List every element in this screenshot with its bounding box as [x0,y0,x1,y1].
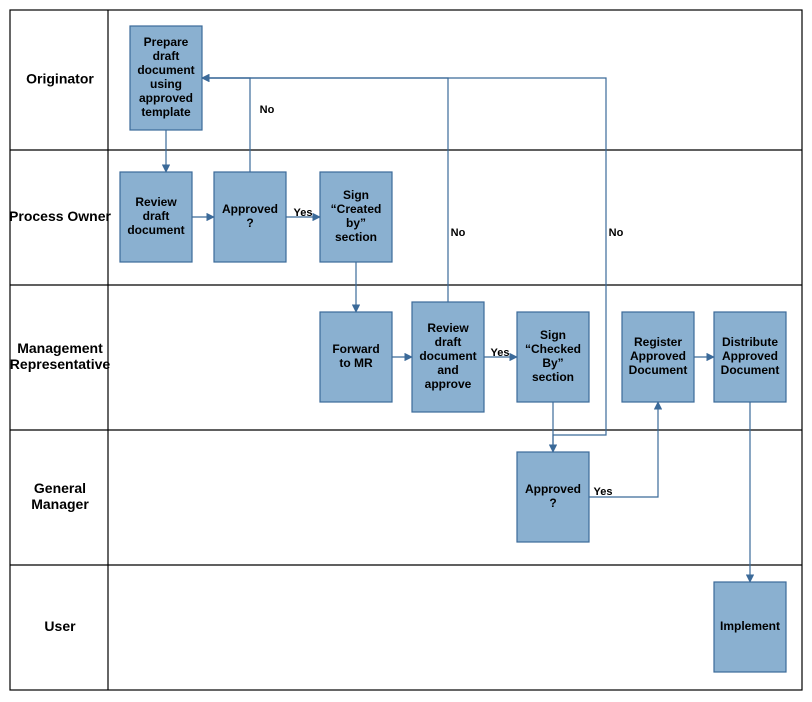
node-text-review1: Review [135,195,177,209]
node-text-prepare: document [137,63,194,77]
edge-e10 [589,402,658,497]
node-text-prepare: approved [139,91,193,105]
node-text-prepare: Prepare [144,35,189,49]
node-text-approved2: Approved [525,482,581,496]
node-text-forward: Forward [332,342,379,356]
lane-label-mgmt_rep: Representative [10,356,111,372]
edge-e4 [202,78,250,172]
node-text-prepare: draft [153,49,180,63]
edge-label-e10: Yes [594,486,613,498]
edge-label-e7: Yes [491,347,510,359]
node-text-review2: approve [425,377,472,391]
node-text-forward: to MR [339,356,373,370]
lane-label-process_owner: Process Owner [9,208,111,224]
node-text-distribute: Document [721,363,780,377]
node-text-sign1: section [335,230,377,244]
lane-label-gen_mgr: General [34,480,86,496]
node-text-sign1: “Created [331,202,382,216]
swimlane-diagram: Originator Process Owner ManagementReprese… [0,0,812,702]
node-text-review1: document [127,223,184,237]
node-text-review2: draft [435,335,462,349]
node-text-approved1: Approved [222,202,278,216]
node-text-sign2: section [532,370,574,384]
node-text-register: Approved [630,349,686,363]
node-text-register: Register [634,335,682,349]
lane-label-mgmt_rep: Management [17,340,103,356]
diagram-svg: Originator Process Owner ManagementReprese… [0,0,812,702]
node-text-sign2: By” [542,356,563,370]
lane-label-originator: Originator [26,71,94,87]
node-text-sign1: by” [346,216,366,230]
node-text-review2: document [419,349,476,363]
node-text-review2: Review [427,321,469,335]
node-text-approved2: ? [549,496,556,510]
node-text-distribute: Approved [722,349,778,363]
lane-label-user: User [44,618,76,634]
node-text-sign2: Sign [540,328,566,342]
nodes-group: Preparedraftdocumentusingapprovedtemplat… [120,26,786,672]
node-text-approved1: ? [246,216,253,230]
node-text-prepare: template [141,105,191,119]
node-text-sign1: Sign [343,188,369,202]
node-text-sign2: “Checked [525,342,581,356]
node-text-implement: Implement [720,619,780,633]
lane-label-gen_mgr: Manager [31,496,89,512]
edge-label-e11: No [609,227,624,239]
node-text-review1: draft [143,209,170,223]
node-text-distribute: Distribute [722,335,778,349]
node-text-register: Document [629,363,688,377]
edge-label-e8: No [451,227,466,239]
edge-label-e3: Yes [294,207,313,219]
node-text-review2: and [437,363,458,377]
node-text-prepare: using [150,77,182,91]
edge-label-e4: No [260,104,275,116]
